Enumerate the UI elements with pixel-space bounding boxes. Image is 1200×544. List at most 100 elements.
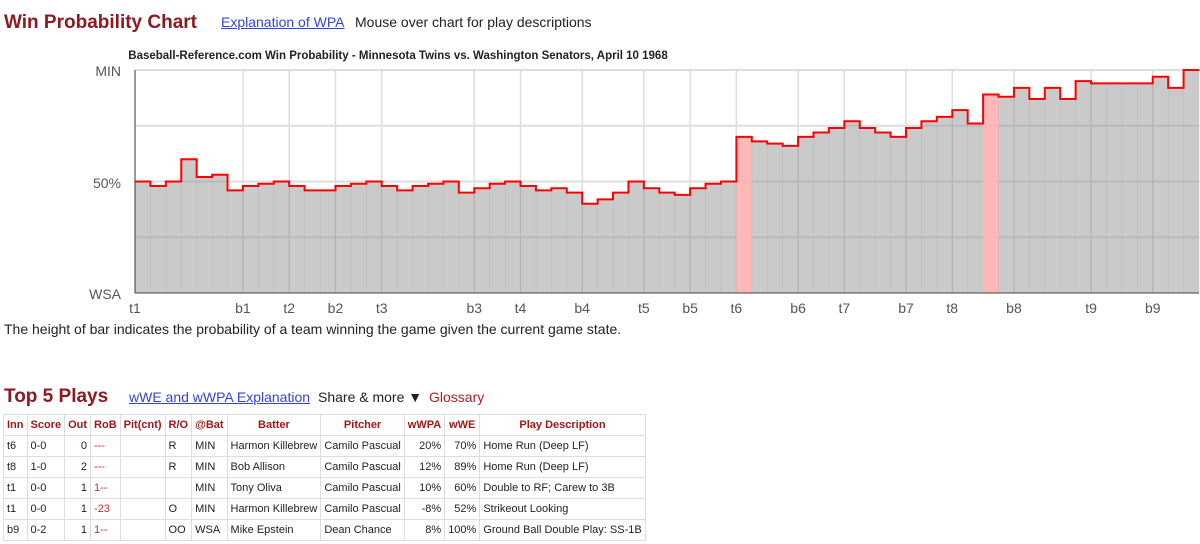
- table-cell: Camilo Pascual: [320, 435, 405, 457]
- column-header[interactable]: RoB: [90, 414, 121, 436]
- play-bar[interactable]: [535, 190, 552, 293]
- play-bar[interactable]: [1152, 76, 1169, 293]
- column-header[interactable]: Score: [26, 414, 66, 436]
- play-bar[interactable]: [643, 188, 660, 293]
- play-bar[interactable]: [1137, 83, 1154, 293]
- play-bar[interactable]: [1044, 87, 1061, 293]
- play-bar[interactable]: [474, 188, 490, 293]
- y-label-mid: 50%: [93, 175, 121, 191]
- column-header[interactable]: wWPA: [403, 414, 446, 436]
- play-bar[interactable]: [751, 141, 768, 293]
- play-bar[interactable]: [489, 183, 506, 293]
- column-header[interactable]: Pit(cnt): [119, 414, 166, 436]
- play-bar[interactable]: [967, 123, 984, 294]
- table-cell: 70%: [444, 435, 481, 457]
- wpa-explanation-link[interactable]: Explanation of WPA: [221, 14, 345, 30]
- column-header[interactable]: @Bat: [191, 414, 228, 436]
- play-bar[interactable]: [1121, 83, 1138, 293]
- play-bar[interactable]: [828, 127, 845, 293]
- column-header[interactable]: Batter: [226, 414, 322, 436]
- play-bar[interactable]: [427, 183, 444, 293]
- column-header[interactable]: R/O: [164, 414, 193, 436]
- play-bar[interactable]: [443, 181, 460, 294]
- play-bar[interactable]: [1183, 70, 1200, 293]
- play-bar[interactable]: [397, 190, 413, 293]
- table-cell: Harmon Killebrew: [226, 435, 322, 457]
- play-bar[interactable]: [289, 185, 305, 293]
- play-bar[interactable]: [782, 145, 799, 293]
- play-bar[interactable]: [335, 185, 352, 293]
- win-probability-chart[interactable]: Baseball-Reference.com Win Probability -…: [0, 40, 1200, 330]
- table-cell: Tony Oliva: [226, 477, 322, 499]
- play-bar[interactable]: [906, 127, 922, 293]
- play-bar[interactable]: [921, 121, 938, 293]
- table-cell: [119, 519, 166, 541]
- play-bar[interactable]: [875, 132, 891, 293]
- play-bar[interactable]: [998, 96, 1015, 293]
- play-bar[interactable]: [551, 188, 568, 293]
- play-bar[interactable]: [1106, 83, 1123, 293]
- play-bar[interactable]: [227, 190, 244, 293]
- table-cell: ---: [90, 435, 121, 457]
- play-bar[interactable]: [350, 183, 367, 293]
- column-header[interactable]: wWE: [444, 414, 481, 436]
- play-bar[interactable]: [859, 127, 876, 293]
- play-bar[interactable]: [520, 185, 537, 293]
- play-bar[interactable]: [320, 190, 336, 293]
- play-bar[interactable]: [273, 181, 290, 294]
- play-bar[interactable]: [1091, 83, 1107, 293]
- play-bar[interactable]: [135, 181, 151, 294]
- column-header[interactable]: Pitcher: [320, 414, 405, 436]
- play-bar[interactable]: [1168, 87, 1184, 293]
- play-bar[interactable]: [798, 136, 814, 293]
- play-bar[interactable]: [936, 116, 953, 293]
- play-bar[interactable]: [952, 110, 968, 293]
- play-bar[interactable]: [212, 174, 228, 293]
- table-cell: Camilo Pascual: [320, 498, 405, 520]
- play-bar[interactable]: [582, 203, 598, 293]
- play-bar[interactable]: [705, 183, 722, 293]
- play-bar[interactable]: [165, 181, 182, 294]
- play-bar[interactable]: [767, 143, 783, 293]
- play-bar[interactable]: [242, 185, 259, 293]
- play-bar[interactable]: [196, 177, 213, 293]
- play-bar[interactable]: [1060, 98, 1076, 293]
- column-header[interactable]: Play Description: [479, 414, 646, 436]
- play-bar[interactable]: [181, 159, 197, 293]
- play-bar[interactable]: [258, 183, 275, 293]
- wwpa-explanation-link[interactable]: wWE and wWPA Explanation: [129, 389, 311, 405]
- x-tick-label: b6: [790, 300, 806, 316]
- play-bar[interactable]: [720, 181, 737, 294]
- play-bar[interactable]: [366, 181, 383, 294]
- play-bar[interactable]: [813, 132, 830, 293]
- play-bar[interactable]: [304, 190, 321, 293]
- play-bar[interactable]: [983, 94, 999, 293]
- play-bar[interactable]: [736, 136, 753, 293]
- play-bar[interactable]: [628, 181, 645, 294]
- play-bar[interactable]: [458, 192, 475, 293]
- play-bar[interactable]: [844, 121, 861, 293]
- x-tick-label: b3: [466, 300, 482, 316]
- column-header[interactable]: Inn: [3, 414, 28, 436]
- play-bar[interactable]: [690, 188, 706, 293]
- play-bar[interactable]: [566, 192, 583, 293]
- table-cell: [119, 498, 166, 520]
- x-tick-label: b5: [682, 300, 698, 316]
- play-bar[interactable]: [613, 192, 629, 293]
- glossary-link[interactable]: Glossary: [429, 389, 485, 405]
- play-bar[interactable]: [381, 185, 398, 293]
- play-bar[interactable]: [659, 192, 676, 293]
- play-bar[interactable]: [505, 181, 521, 294]
- x-tick-label: t6: [731, 300, 743, 316]
- play-bar[interactable]: [1013, 87, 1030, 293]
- play-bar[interactable]: [412, 185, 429, 293]
- play-bar[interactable]: [597, 199, 614, 293]
- play-bar[interactable]: [890, 136, 907, 293]
- column-header[interactable]: Out: [64, 414, 92, 436]
- play-bar[interactable]: [1075, 81, 1092, 294]
- share-menu-button[interactable]: Share & more ▼: [318, 389, 423, 405]
- play-bar[interactable]: [150, 185, 167, 293]
- play-bar[interactable]: [1029, 98, 1046, 293]
- play-bar[interactable]: [674, 194, 691, 293]
- table-cell: -8%: [403, 498, 446, 520]
